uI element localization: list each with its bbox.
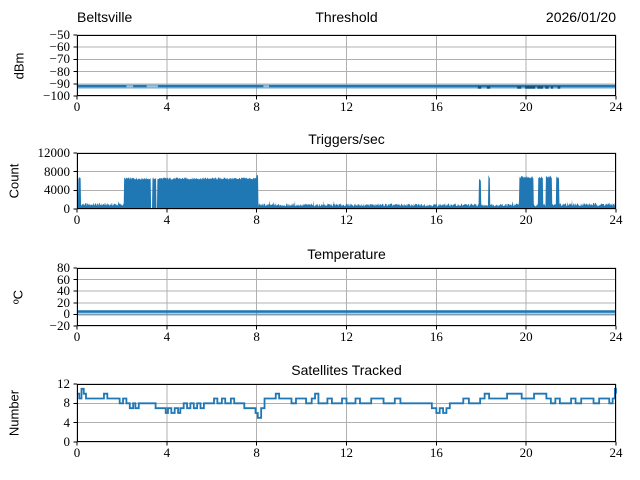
x-tick-label-triggers: 16 <box>429 212 443 227</box>
y-tick-label-satellites: 4 <box>63 414 71 430</box>
satellites-step-line <box>77 387 617 419</box>
x-tick-label-temperature: 4 <box>163 329 171 344</box>
y-tick-label-satellites: 0 <box>63 434 71 449</box>
x-tick-label-temperature: 20 <box>519 329 533 344</box>
plot-frame <box>77 268 616 326</box>
x-tick-label-threshold: 4 <box>163 99 171 114</box>
x-tick-label-temperature: 16 <box>429 329 443 344</box>
x-tick-label-threshold: 12 <box>340 99 353 114</box>
y-tick-label-temperature: 20 <box>57 294 70 310</box>
chart-title-triggers: Triggers/sec <box>308 131 385 147</box>
date-title: 2026/01/20 <box>545 9 616 25</box>
temperature-halo-band <box>77 310 616 316</box>
x-tick-label-satellites: 12 <box>340 445 353 460</box>
x-tick-label-satellites: 20 <box>519 445 533 460</box>
x-tick-label-satellites: 8 <box>253 445 260 460</box>
x-tick-label-triggers: 12 <box>340 212 353 227</box>
y-axis-label-satellites: Number <box>6 389 22 437</box>
y-tick-label-temperature: 80 <box>57 260 70 275</box>
y-tick-label-threshold: −70 <box>49 51 70 67</box>
y-axis-label-triggers: Count <box>6 163 22 199</box>
x-tick-label-satellites: 4 <box>163 445 171 460</box>
y-tick-label-temperature: 40 <box>57 283 70 299</box>
y-tick-label-triggers: 8000 <box>44 163 70 179</box>
y-tick-label-threshold: −100 <box>43 88 70 103</box>
x-tick-label-threshold: 8 <box>253 99 260 114</box>
plot-frame <box>77 35 616 96</box>
plot-frame <box>77 384 616 442</box>
x-tick-label-temperature: 24 <box>609 329 623 344</box>
y-axis-label-temperature: ºC <box>10 289 26 305</box>
chart-title-temperature: Temperature <box>307 246 386 262</box>
x-tick-label-temperature: 8 <box>253 329 260 344</box>
x-tick-label-threshold: 24 <box>609 99 623 114</box>
y-tick-label-threshold: −50 <box>49 27 70 42</box>
x-tick-label-triggers: 0 <box>73 212 81 227</box>
y-tick-label-threshold: −90 <box>49 75 70 91</box>
plot-frame <box>77 153 616 209</box>
chart-title-threshold: Threshold <box>315 9 378 25</box>
x-tick-label-threshold: 16 <box>429 99 443 114</box>
y-tick-label-temperature: 60 <box>57 271 70 287</box>
station-title: Beltsville <box>77 9 133 25</box>
y-tick-label-triggers: 12000 <box>37 145 71 160</box>
x-tick-label-satellites: 16 <box>429 445 443 460</box>
y-tick-label-threshold: −80 <box>49 63 70 79</box>
y-tick-label-threshold: −60 <box>49 39 70 55</box>
x-tick-label-triggers: 20 <box>519 212 533 227</box>
x-tick-label-satellites: 24 <box>609 445 623 460</box>
plot-threshold <box>73 34 617 100</box>
triggers-area <box>77 174 616 209</box>
y-axis-label-threshold: dBm <box>11 52 27 79</box>
plot-triggers <box>73 152 617 213</box>
x-tick-label-temperature: 12 <box>340 329 353 344</box>
chart-title-satellites: Satellites Tracked <box>291 362 402 378</box>
x-tick-label-threshold: 20 <box>519 99 533 114</box>
plot-satellites <box>73 383 617 446</box>
x-tick-label-satellites: 0 <box>73 445 81 460</box>
y-tick-label-satellites: 12 <box>57 376 70 391</box>
x-tick-label-threshold: 0 <box>73 99 81 114</box>
y-tick-label-triggers: 4000 <box>44 182 70 198</box>
x-tick-label-triggers: 8 <box>253 212 260 227</box>
y-tick-label-temperature: −20 <box>49 318 70 333</box>
y-tick-label-satellites: 8 <box>63 395 71 411</box>
plot-temperature <box>73 267 617 330</box>
x-tick-label-temperature: 0 <box>73 329 81 344</box>
y-tick-label-temperature: 0 <box>63 306 71 322</box>
x-tick-label-triggers: 4 <box>163 212 171 227</box>
x-tick-label-triggers: 24 <box>609 212 623 227</box>
y-tick-label-triggers: 0 <box>63 201 71 216</box>
